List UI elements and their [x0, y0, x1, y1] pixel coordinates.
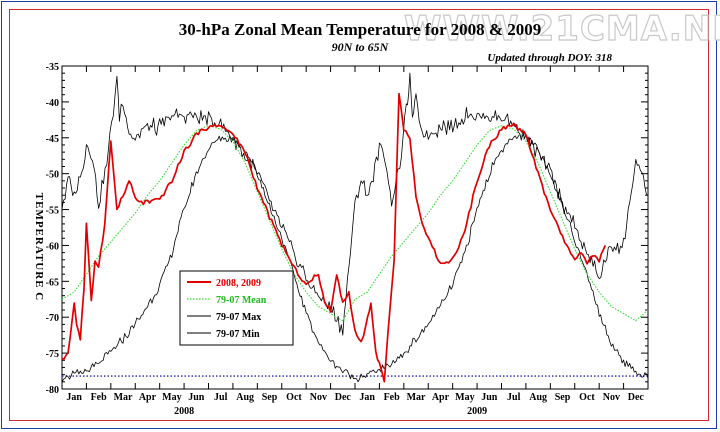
legend-label: 79-07 Max [216, 312, 261, 323]
x-tick-label: Jun [481, 392, 498, 403]
x-tick-label: Apr [139, 392, 157, 403]
x-tick-label: Jan [66, 392, 82, 403]
year-label: 2009 [467, 406, 487, 417]
x-tick-label: Nov [603, 392, 620, 403]
x-tick-label: Apr [432, 392, 450, 403]
legend-label: 79-07 Min [216, 329, 260, 340]
y-tick-label: -60 [46, 241, 59, 252]
x-tick-label: Jul [214, 392, 228, 403]
x-tick-label: Dec [335, 392, 352, 403]
x-tick-label: Feb [91, 392, 108, 403]
chart-title: 30-hPa Zonal Mean Temperature for 2008 &… [179, 20, 542, 39]
legend-label: 79-07 Mean [216, 295, 267, 306]
series-current-line [61, 92, 607, 383]
x-tick-label: Nov [310, 392, 327, 403]
y-tick-label: -50 [46, 170, 59, 181]
y-tick-label: -70 [46, 313, 59, 324]
x-tick-label: Aug [236, 392, 254, 403]
x-tick-label: Jul [507, 392, 521, 403]
x-tick-label: May [455, 392, 474, 403]
series-mean-line [61, 125, 649, 322]
y-tick-label: -75 [46, 349, 59, 360]
x-tick-label: Aug [529, 392, 547, 403]
x-tick-label: Oct [286, 392, 302, 403]
x-tick-label: Dec [628, 392, 645, 403]
y-tick-label: -45 [46, 134, 59, 145]
x-tick-label: Mar [114, 392, 133, 403]
series-min-line [61, 132, 649, 383]
y-axis-label: TEMPERATURE C [33, 193, 45, 301]
year-label: 2008 [174, 406, 194, 417]
watermark: WWW.21CMA.NET [404, 9, 720, 49]
y-tick-label: -35 [46, 62, 59, 73]
chart-subtitle: 90N to 65N [332, 40, 390, 54]
y-tick-label: -65 [46, 277, 59, 288]
x-tick-label: Feb [384, 392, 401, 403]
y-tick-label: -80 [46, 385, 59, 396]
x-tick-label: Jan [359, 392, 375, 403]
y-tick-label: -40 [46, 98, 59, 109]
series-max-line [61, 72, 649, 336]
x-tick-label: Oct [579, 392, 595, 403]
plot-area [61, 65, 649, 390]
legend-label: 2008, 2009 [216, 278, 261, 289]
x-tick-label: Sep [555, 392, 571, 403]
updated-note: Updated through DOY: 318 [487, 52, 612, 64]
x-tick-label: May [162, 392, 181, 403]
inner-frame [9, 9, 709, 421]
x-tick-label: Jun [188, 392, 205, 403]
x-tick-label: Mar [407, 392, 426, 403]
y-tick-label: -55 [46, 206, 59, 217]
x-tick-label: Sep [262, 392, 278, 403]
